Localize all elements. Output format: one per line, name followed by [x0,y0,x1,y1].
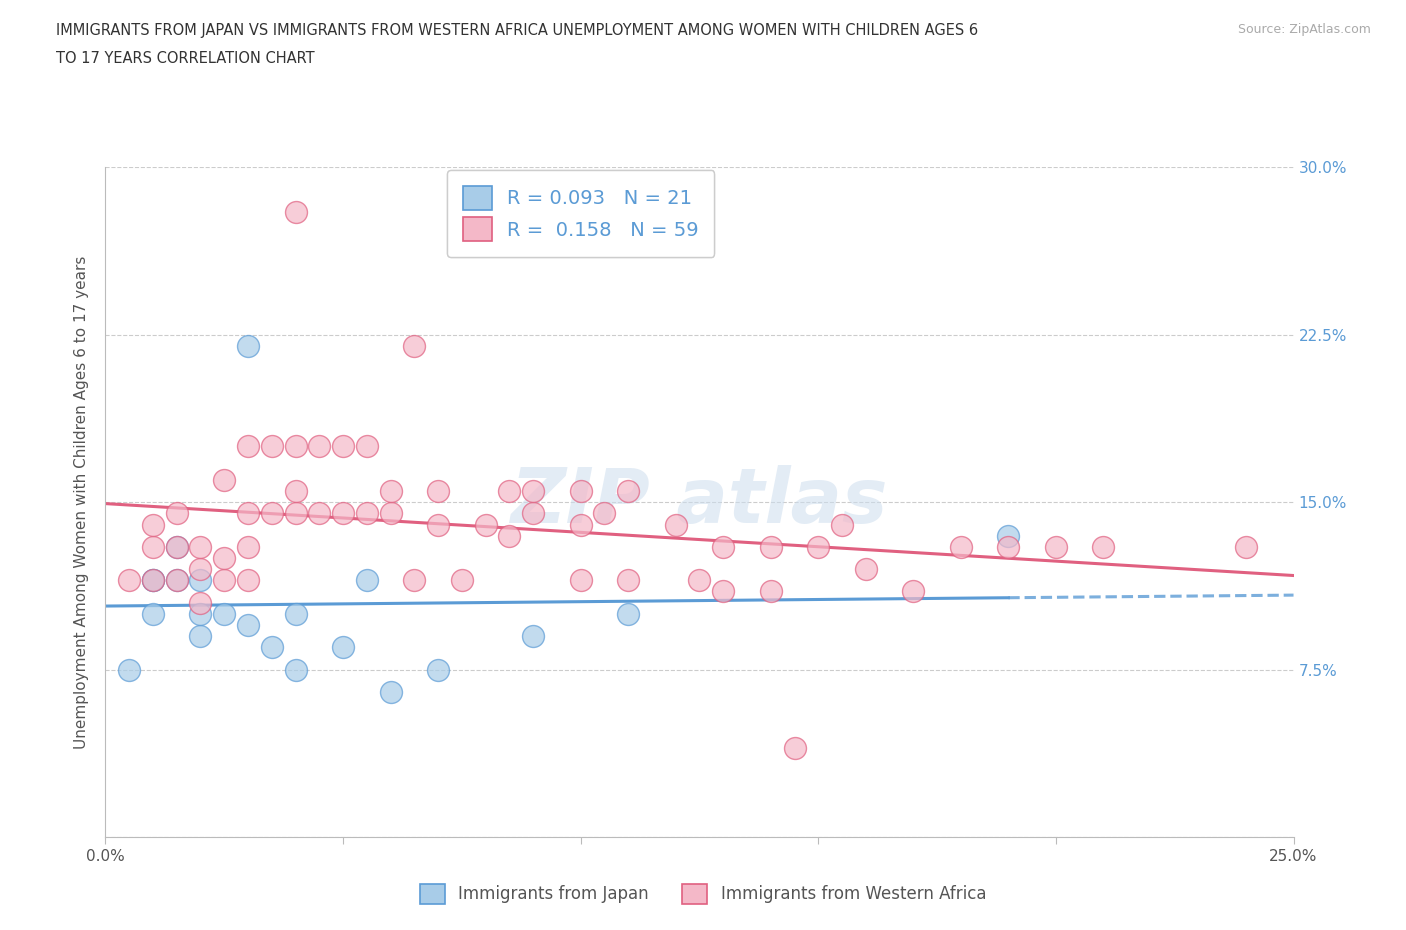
Point [831,517,853,532]
Point [332,506,354,521]
Point [142,539,165,554]
Point [759,539,782,554]
Point [308,439,330,454]
Point [1092,539,1115,554]
Point [260,640,283,655]
Point [997,539,1019,554]
Point [308,506,330,521]
Point [522,629,544,644]
Point [214,606,236,621]
Text: IMMIGRANTS FROM JAPAN VS IMMIGRANTS FROM WESTERN AFRICA UNEMPLOYMENT AMONG WOMEN: IMMIGRANTS FROM JAPAN VS IMMIGRANTS FROM… [56,23,979,38]
Point [617,606,640,621]
Point [236,439,259,454]
Point [260,506,283,521]
Point [498,528,520,543]
Point [166,539,188,554]
Point [380,484,402,498]
Point [142,517,165,532]
Point [284,606,307,621]
Point [380,684,402,699]
Point [569,573,592,588]
Point [783,740,806,755]
Point [142,573,165,588]
Point [711,584,734,599]
Point [284,439,307,454]
Point [236,339,259,353]
Point [1234,539,1257,554]
Text: Source: ZipAtlas.com: Source: ZipAtlas.com [1237,23,1371,36]
Point [356,439,378,454]
Point [617,573,640,588]
Point [284,662,307,677]
Point [166,506,188,521]
Point [190,562,212,577]
Point [450,573,472,588]
Point [569,484,592,498]
Point [260,439,283,454]
Point [997,528,1019,543]
Point [855,562,877,577]
Point [236,618,259,632]
Text: ZIP atlas: ZIP atlas [510,465,889,539]
Point [214,472,236,487]
Point [166,573,188,588]
Text: TO 17 YEARS CORRELATION CHART: TO 17 YEARS CORRELATION CHART [56,51,315,66]
Legend: Immigrants from Japan, Immigrants from Western Africa: Immigrants from Japan, Immigrants from W… [412,875,994,912]
Point [190,539,212,554]
Point [332,439,354,454]
Point [404,573,426,588]
Point [332,640,354,655]
Point [118,573,141,588]
Point [593,506,616,521]
Point [807,539,830,554]
Point [356,506,378,521]
Point [284,205,307,219]
Point [284,484,307,498]
Point [356,573,378,588]
Point [617,484,640,498]
Point [689,573,711,588]
Point [404,339,426,353]
Point [522,484,544,498]
Point [190,629,212,644]
Point [142,606,165,621]
Point [142,573,165,588]
Point [759,584,782,599]
Point [236,539,259,554]
Point [166,573,188,588]
Point [949,539,972,554]
Point [284,506,307,521]
Point [236,573,259,588]
Point [214,573,236,588]
Point [427,484,450,498]
Point [427,517,450,532]
Legend: R = 0.093   N = 21, R =  0.158   N = 59: R = 0.093 N = 21, R = 0.158 N = 59 [447,170,714,257]
Point [498,484,520,498]
Point [214,551,236,565]
Point [1045,539,1067,554]
Point [190,573,212,588]
Y-axis label: Unemployment Among Women with Children Ages 6 to 17 years: Unemployment Among Women with Children A… [75,256,90,749]
Point [665,517,688,532]
Point [190,606,212,621]
Point [142,573,165,588]
Point [236,506,259,521]
Point [474,517,496,532]
Point [569,517,592,532]
Point [380,506,402,521]
Point [118,662,141,677]
Point [427,662,450,677]
Point [903,584,925,599]
Point [711,539,734,554]
Point [522,506,544,521]
Point [166,539,188,554]
Point [190,595,212,610]
